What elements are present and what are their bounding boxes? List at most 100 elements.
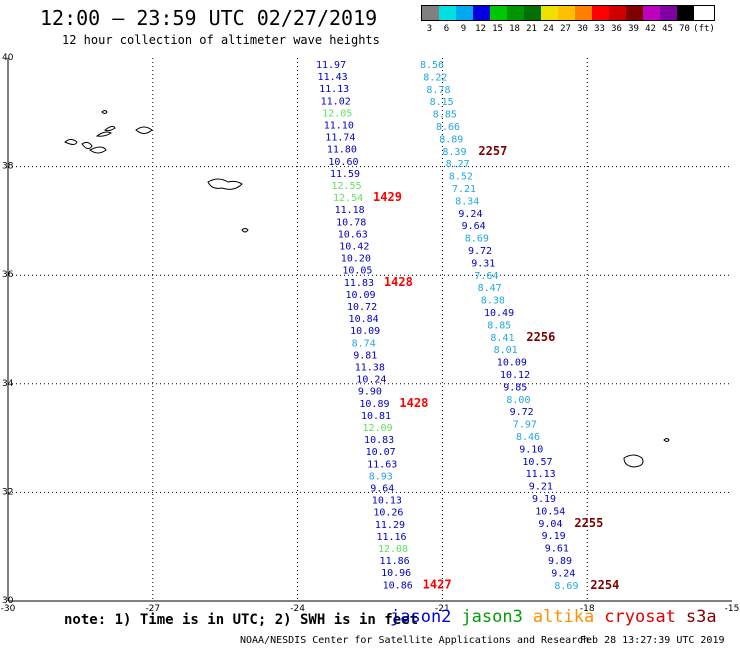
- swh-value-east: 8.52: [449, 172, 473, 183]
- swh-value-west: 10.83: [364, 435, 394, 446]
- swh-value-east: 8.22: [423, 72, 447, 83]
- swh-value-east: 9.19: [542, 531, 566, 542]
- swh-value-east: 8.27: [446, 159, 470, 170]
- island-outline: [207, 178, 243, 190]
- legend-swatch: [524, 6, 541, 20]
- satellite-jason3: jason3: [461, 607, 523, 627]
- legend-label: 6: [443, 24, 450, 34]
- swh-value-west: 11.59: [330, 169, 360, 180]
- swh-value-west: 10.84: [349, 314, 379, 325]
- swh-value-west: 11.43: [318, 72, 348, 83]
- swh-value-east: 10.54: [535, 506, 565, 517]
- legend-label: 33: [594, 24, 605, 34]
- swh-value-west: 12.09: [363, 423, 393, 434]
- satellite-jason2: jason2: [390, 607, 452, 627]
- legend-label: 70: [679, 24, 690, 34]
- swh-value-west: 11.02: [321, 96, 351, 107]
- lat-tick-label: 30: [2, 596, 14, 606]
- swh-value-west: 11.86: [380, 556, 410, 567]
- swh-value-west: 10.78: [336, 217, 366, 228]
- swh-value-west: 12.05: [322, 108, 352, 119]
- legend-label: 36: [611, 24, 622, 34]
- swh-value-west: 10.89: [359, 399, 389, 410]
- swh-value-west: 10.09: [345, 290, 375, 301]
- swh-value-east: 8.15: [430, 97, 454, 108]
- legend-label: 18: [509, 24, 520, 34]
- legend-swatch: [456, 6, 473, 20]
- time-label-east: 2254: [590, 578, 619, 592]
- legend-labels: 3 6 9 12 15 18 21 24 27 30 33 36 39 42 45 70 (ft): [421, 24, 715, 34]
- lon-tick-label: -24: [290, 604, 305, 614]
- island-outline: [89, 146, 107, 154]
- swh-value-west: 10.07: [366, 447, 396, 458]
- lat-tick-label: 38: [2, 162, 14, 172]
- swh-value-east: 10.49: [484, 308, 514, 319]
- legend-label: 30: [577, 24, 588, 34]
- swh-value-east: 8.41: [490, 333, 514, 344]
- lat-tick-label: 36: [2, 270, 14, 280]
- swh-value-west: 9.90: [358, 387, 382, 398]
- satellite-altika: altika: [532, 607, 595, 627]
- legend-label: 9: [460, 24, 467, 34]
- time-label-east: 2256: [526, 330, 555, 344]
- swh-value-east: 8.85: [487, 320, 511, 331]
- legend-unit: (ft): [693, 24, 715, 34]
- footer-credit: NOAA/NESDIS Center for Satellite Applica…: [240, 635, 590, 646]
- swh-value-east: 9.61: [545, 544, 569, 555]
- swh-value-east: 9.72: [468, 246, 492, 257]
- note-text: note: 1) Time is in UTC; 2) SWH is in fe…: [64, 612, 419, 628]
- swh-value-west: 10.09: [350, 326, 380, 337]
- time-label-west: 1429: [373, 190, 402, 204]
- legend-swatches: [421, 5, 715, 21]
- legend-label: 21: [526, 24, 537, 34]
- swh-value-east: 8.34: [455, 196, 479, 207]
- island-outline: [241, 228, 249, 233]
- swh-value-west: 11.74: [325, 133, 355, 144]
- swh-value-east: 8.47: [478, 283, 502, 294]
- legend-swatch: [609, 6, 626, 20]
- swh-value-east: 8.78: [426, 85, 450, 96]
- time-label-west: 1428: [399, 396, 428, 410]
- island-outline: [95, 131, 112, 137]
- swh-value-east: 9.85: [503, 382, 527, 393]
- lon-tick-label: -27: [145, 604, 160, 614]
- swh-value-east: 9.89: [548, 556, 572, 567]
- swh-value-west: 10.72: [347, 302, 377, 313]
- legend-swatch: [422, 6, 439, 20]
- legend-label: 12: [475, 24, 486, 34]
- legend-swatch: [558, 6, 575, 20]
- swh-value-east: 9.21: [529, 482, 553, 493]
- satellite-legend: jason2 jason3 altika cryosat s3a: [390, 607, 727, 627]
- island-outline: [64, 139, 78, 145]
- swh-value-east: 8.85: [433, 110, 457, 121]
- swh-value-west: 10.86: [383, 580, 413, 591]
- time-label-west: 1427: [423, 577, 452, 591]
- swh-value-east: 8.66: [436, 122, 460, 133]
- legend-label: 39: [628, 24, 639, 34]
- color-legend: 3 6 9 12 15 18 21 24 27 30 33 36 39 42 45 70 (ft): [421, 5, 715, 34]
- swh-value-east: 9.72: [510, 407, 534, 418]
- swh-value-east: 9.24: [458, 209, 482, 220]
- legend-swatch: [575, 6, 592, 20]
- swh-value-west: 10.81: [361, 411, 391, 422]
- legend-swatch: [660, 6, 677, 20]
- swh-value-east: 8.39: [442, 147, 466, 158]
- swh-value-west: 11.16: [376, 532, 406, 543]
- swh-value-west: 12.55: [332, 181, 362, 192]
- swh-value-east: 10.12: [500, 370, 530, 381]
- swh-value-west: 10.24: [356, 375, 386, 386]
- legend-label: 15: [492, 24, 503, 34]
- lon-tick-label: -30: [1, 604, 16, 614]
- swh-value-west: 11.97: [316, 60, 346, 71]
- legend-label: 42: [645, 24, 656, 34]
- swh-value-east: 9.31: [471, 258, 495, 269]
- time-label-east: 2255: [574, 516, 603, 530]
- swh-value-west: 11.13: [319, 84, 349, 95]
- legend-swatch: [592, 6, 609, 20]
- swh-value-west: 11.18: [335, 205, 365, 216]
- island-outline: [135, 126, 153, 134]
- swh-value-west: 11.63: [367, 459, 397, 470]
- legend-label: 3: [426, 24, 433, 34]
- swh-value-east: 8.69: [465, 234, 489, 245]
